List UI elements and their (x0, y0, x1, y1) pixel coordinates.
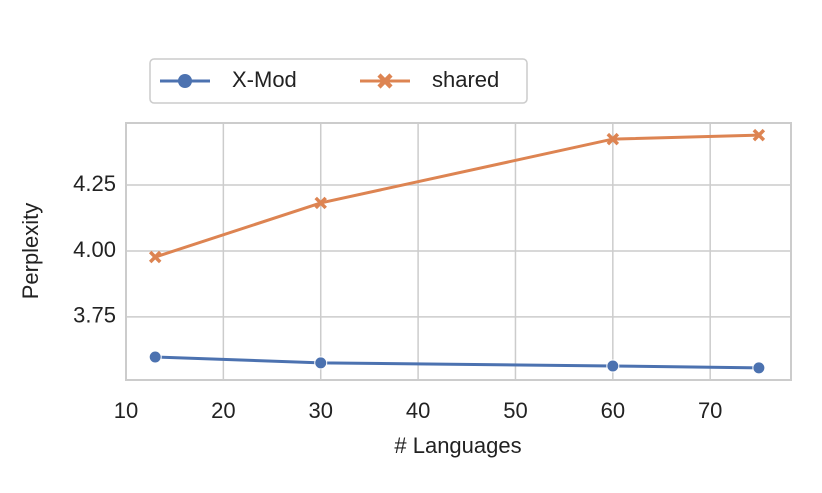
y-tick-label: 4.00 (73, 237, 116, 262)
legend: X-Mod shared (149, 58, 528, 104)
legend-frame (149, 58, 528, 104)
x-tick-label: 20 (211, 398, 235, 423)
point (752, 361, 766, 375)
y-tick-label: 3.75 (73, 303, 116, 328)
legend-label: shared (432, 67, 499, 92)
point (148, 350, 162, 364)
plot-frame (125, 122, 792, 381)
y-axis-label: Perplexity (18, 203, 43, 300)
x-tick-label: 50 (503, 398, 527, 423)
x-tick-label: 30 (308, 398, 332, 423)
x-tick-label: 10 (114, 398, 138, 423)
x-tick-label: 70 (698, 398, 722, 423)
point (314, 356, 328, 370)
x-tick-label: 60 (601, 398, 625, 423)
x-axis-label: # Languages (394, 433, 521, 458)
point (606, 132, 620, 146)
point (752, 128, 766, 142)
line (155, 355, 759, 370)
legend-marker (377, 73, 393, 89)
point (606, 359, 620, 373)
point (314, 196, 327, 210)
line (154, 133, 759, 259)
legend-marker (178, 74, 192, 88)
y-tick-label: 4.25 (73, 171, 116, 196)
point (148, 250, 162, 264)
legend-label: X-Mod (232, 67, 297, 92)
x-tick-label: 40 (406, 398, 430, 423)
